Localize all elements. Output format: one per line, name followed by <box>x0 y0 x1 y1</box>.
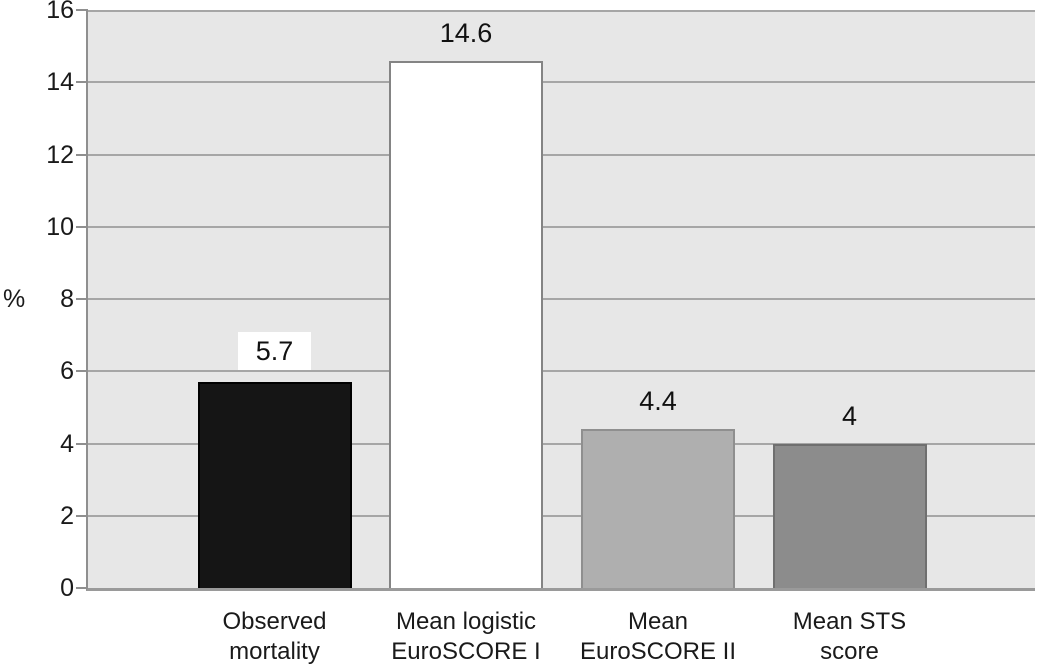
bar-value-label-4: 4 <box>770 400 930 432</box>
bar-value-text-1: 5.7 <box>237 332 312 371</box>
y-axis-unit-label: % <box>3 285 26 313</box>
gridline-6 <box>88 370 1035 373</box>
y-tick-mark-10 <box>76 225 88 228</box>
category-label-1: Observed mortality <box>145 607 405 667</box>
gridline-8 <box>88 298 1035 300</box>
category-label-1-line-2: mortality <box>229 638 320 665</box>
bar-value-text-2: 14.6 <box>439 17 493 48</box>
gridline-4 <box>88 442 1035 445</box>
gridline-14 <box>88 81 1035 84</box>
category-label-4-line-1: Mean STS <box>792 608 907 635</box>
y-tick-label-10: 10 <box>46 212 74 241</box>
bar-value-text-3: 4.4 <box>639 386 677 417</box>
category-label-3-line-2: EuroSCORE II <box>579 638 737 665</box>
bar-2 <box>389 60 543 588</box>
y-tick-mark-4 <box>76 442 88 445</box>
y-tick-label-2: 2 <box>60 501 74 530</box>
category-label-3-line-1: Mean <box>627 608 689 635</box>
category-label-1-line-1: Observed <box>222 608 327 635</box>
bar-value-label-1: 5.7 <box>195 332 355 371</box>
y-tick-label-4: 4 <box>60 429 74 458</box>
y-tick-mark-0 <box>76 587 88 589</box>
y-tick-label-14: 14 <box>46 68 74 97</box>
gridline-10 <box>88 225 1035 228</box>
bar-value-label-3: 4.4 <box>578 385 738 417</box>
y-tick-mark-16 <box>76 9 88 11</box>
y-tick-mark-6 <box>76 370 88 373</box>
y-tick-mark-8 <box>76 298 88 300</box>
y-tick-label-6: 6 <box>60 357 74 386</box>
category-label-2-line-2: EuroSCORE I <box>391 638 541 665</box>
category-label-2: Mean logistic EuroSCORE I <box>336 607 596 667</box>
y-tick-label-12: 12 <box>46 140 74 169</box>
y-tick-label-8: 8 <box>60 285 74 313</box>
gridline-2 <box>88 514 1035 517</box>
y-tick-mark-14 <box>76 81 88 84</box>
y-tick-mark-12 <box>76 153 88 156</box>
y-tick-mark-2 <box>76 514 88 517</box>
bar-value-text-4: 4 <box>841 400 858 431</box>
gridline-16 <box>88 10 1035 12</box>
plot-area: 5.7 14.6 4.4 4 <box>86 10 1035 591</box>
y-tick-label-16: 16 <box>46 0 74 24</box>
category-label-4-line-2: score <box>820 638 879 665</box>
category-label-2-line-1: Mean logistic <box>395 608 537 635</box>
bar-1 <box>197 382 352 588</box>
gridline-12 <box>88 153 1035 156</box>
bar-3 <box>581 429 735 588</box>
category-label-3: Mean EuroSCORE II <box>528 607 788 667</box>
category-label-4: Mean STS score <box>720 607 980 667</box>
bar-value-label-2: 14.6 <box>386 17 546 49</box>
y-tick-label-0: 0 <box>60 574 74 602</box>
bar-4 <box>772 443 927 588</box>
